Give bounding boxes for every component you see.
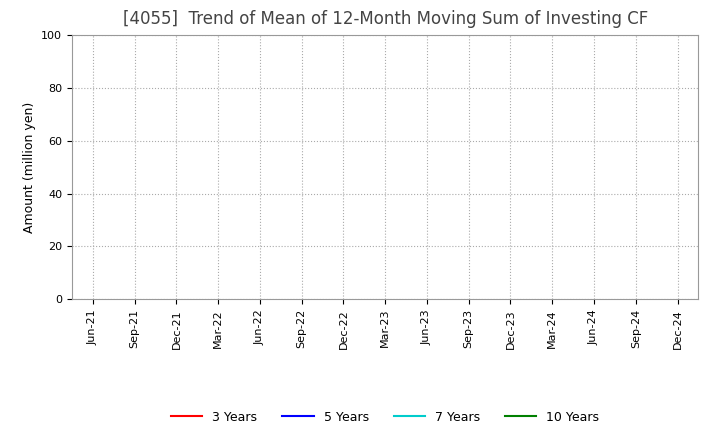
Y-axis label: Amount (million yen): Amount (million yen) xyxy=(23,102,36,233)
Legend: 3 Years, 5 Years, 7 Years, 10 Years: 3 Years, 5 Years, 7 Years, 10 Years xyxy=(166,406,604,429)
Title: [4055]  Trend of Mean of 12-Month Moving Sum of Investing CF: [4055] Trend of Mean of 12-Month Moving … xyxy=(122,10,648,28)
